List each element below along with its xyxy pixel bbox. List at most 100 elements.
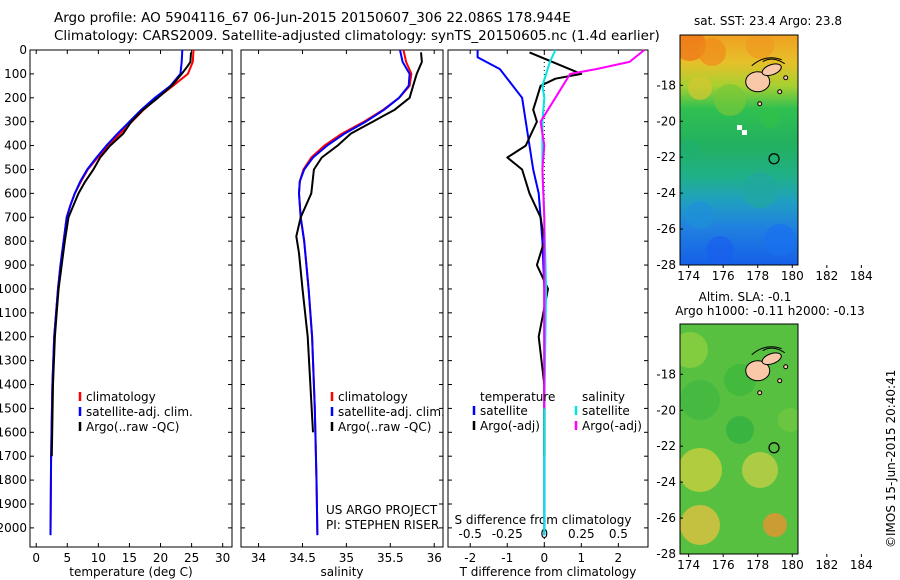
lat-tick-label: -20 (656, 403, 676, 417)
y-tick-label: 1100 (0, 306, 27, 320)
x-tick-label: 1 (578, 551, 586, 565)
y-tick-label: 1800 (0, 473, 27, 487)
islet (777, 378, 783, 384)
x-tick-label: 34.5 (289, 551, 316, 565)
series-line-satelliteadjclim (298, 49, 411, 536)
sst-patch (746, 35, 774, 59)
temperature-panel: 0100200300400500600700800900100011001200… (0, 43, 233, 579)
missing-pixel (742, 130, 747, 135)
annotation-line: PI: STEPHEN RISER (326, 518, 439, 532)
land-mass (745, 71, 771, 93)
legend-label: climatology (86, 390, 156, 404)
y-tick-label: 1200 (0, 330, 27, 344)
y-tick-label: 1000 (0, 282, 27, 296)
x-tick-label: 0 (540, 551, 548, 565)
series-line-satellite (476, 50, 546, 536)
y-tick-label: 1600 (0, 425, 27, 439)
lat-tick-label: -18 (656, 78, 676, 92)
lat-tick-label: -20 (656, 114, 676, 128)
sst-texture (680, 35, 796, 264)
x-tick-label: 35.5 (377, 551, 404, 565)
map-frame (679, 323, 799, 555)
y-tick-label: 800 (4, 234, 27, 248)
y-tick-label: 2000 (0, 521, 27, 535)
header-line-2: Climatology: CARS2009. Satellite-adjuste… (54, 28, 660, 44)
lat-tick-label: -28 (656, 547, 676, 561)
sst-patch (714, 84, 746, 116)
x-axis-label: salinity (320, 565, 363, 579)
top-axis-label: S difference from climatology (455, 513, 632, 527)
sla-patch (680, 380, 720, 420)
top-tick-label: 0.5 (609, 527, 628, 541)
lat-tick-label: -22 (656, 439, 676, 453)
float-marker (768, 153, 780, 165)
y-tick-label: 1400 (0, 378, 27, 392)
sla-patch (726, 416, 754, 444)
map-panels: 174 176 178 180 182 184 -18 -20 -22 -24 -26 -28 sat.… (656, 14, 872, 572)
lat-tick-label: -26 (656, 222, 676, 236)
sst-patch (680, 140, 700, 160)
sla-texture (680, 332, 798, 545)
islet (783, 364, 789, 370)
float-marker (768, 442, 780, 454)
lat-tick-label: -18 (656, 367, 676, 381)
x-tick-label: -1 (501, 551, 513, 565)
y-tick-label: 1900 (0, 497, 27, 511)
reef-line (751, 57, 786, 67)
annotation-line: US ARGO PROJECT (326, 503, 438, 517)
sst-patch (706, 236, 734, 264)
series-line-satelliteadjclim (49, 49, 184, 536)
x-axis-label: T difference from climatology (459, 565, 637, 579)
lon-tick-label: 174 (677, 558, 700, 572)
lon-tick-label: 184 (850, 558, 873, 572)
y-tick-label: 400 (4, 139, 27, 153)
lon-tick-label: 176 (712, 558, 735, 572)
x-tick-label: 25 (184, 551, 199, 565)
profile-panels: 0100200300400500600700800900100011001200… (0, 43, 649, 579)
y-tick-label: 1500 (0, 401, 27, 415)
lon-tick-label: 182 (815, 269, 838, 283)
sst-patch (760, 108, 780, 128)
legend-label: satellite (480, 404, 528, 418)
legend-label: climatology (338, 390, 408, 404)
temperature-frame (29, 49, 233, 548)
y-tick-label: 900 (4, 258, 27, 272)
x-tick-label: 2 (615, 551, 623, 565)
x-tick-label: 35 (339, 551, 354, 565)
y-tick-label: 0 (19, 43, 27, 57)
x-tick-label: 10 (91, 551, 106, 565)
lon-tick-label: 178 (746, 558, 769, 572)
islet (757, 101, 763, 107)
y-tick-label: 300 (4, 115, 27, 129)
lat-tick-label: -22 (656, 150, 676, 164)
y-tick-label: 700 (4, 210, 27, 224)
salinity-panel: 34 34.5 35 35.5 36 salinity climatologysatelli… (240, 49, 445, 579)
lat-tick-label: -24 (656, 186, 676, 200)
series-line-satellite (541, 49, 557, 536)
sla-patch (763, 513, 787, 537)
land-mass (745, 360, 771, 382)
x-tick-label: 30 (215, 551, 230, 565)
legend-label: Argo(-adj) (480, 419, 540, 433)
legend-label: satellite-adj. clim. (338, 405, 445, 419)
series-line-argoadj (539, 49, 645, 409)
y-tick-label: 600 (4, 186, 27, 200)
lat-tick-label: -26 (656, 511, 676, 525)
lat-tick-label: -28 (656, 258, 676, 272)
missing-pixel (737, 125, 742, 130)
x-axis-label: temperature (deg C) (69, 565, 192, 579)
credit-text: ©IMOS 15-Jun-2015 20:40:41 (884, 370, 898, 548)
lon-tick-label: 180 (781, 558, 804, 572)
sla-map: 174 176 178 180 182 184 -18 -20 -22 -24 -26 -28 Alti… (656, 290, 872, 572)
lon-tick-label: 184 (850, 269, 873, 283)
y-tick-label: 100 (4, 67, 27, 81)
series-line-argorawqc (50, 52, 192, 457)
map-frame (679, 34, 799, 266)
land-fiji (745, 346, 789, 396)
sla-patch (680, 505, 720, 545)
difference-frame (447, 49, 649, 548)
top-tick-label: -0.25 (492, 527, 523, 541)
sla-patch (742, 452, 778, 488)
sla-patch (778, 408, 798, 432)
